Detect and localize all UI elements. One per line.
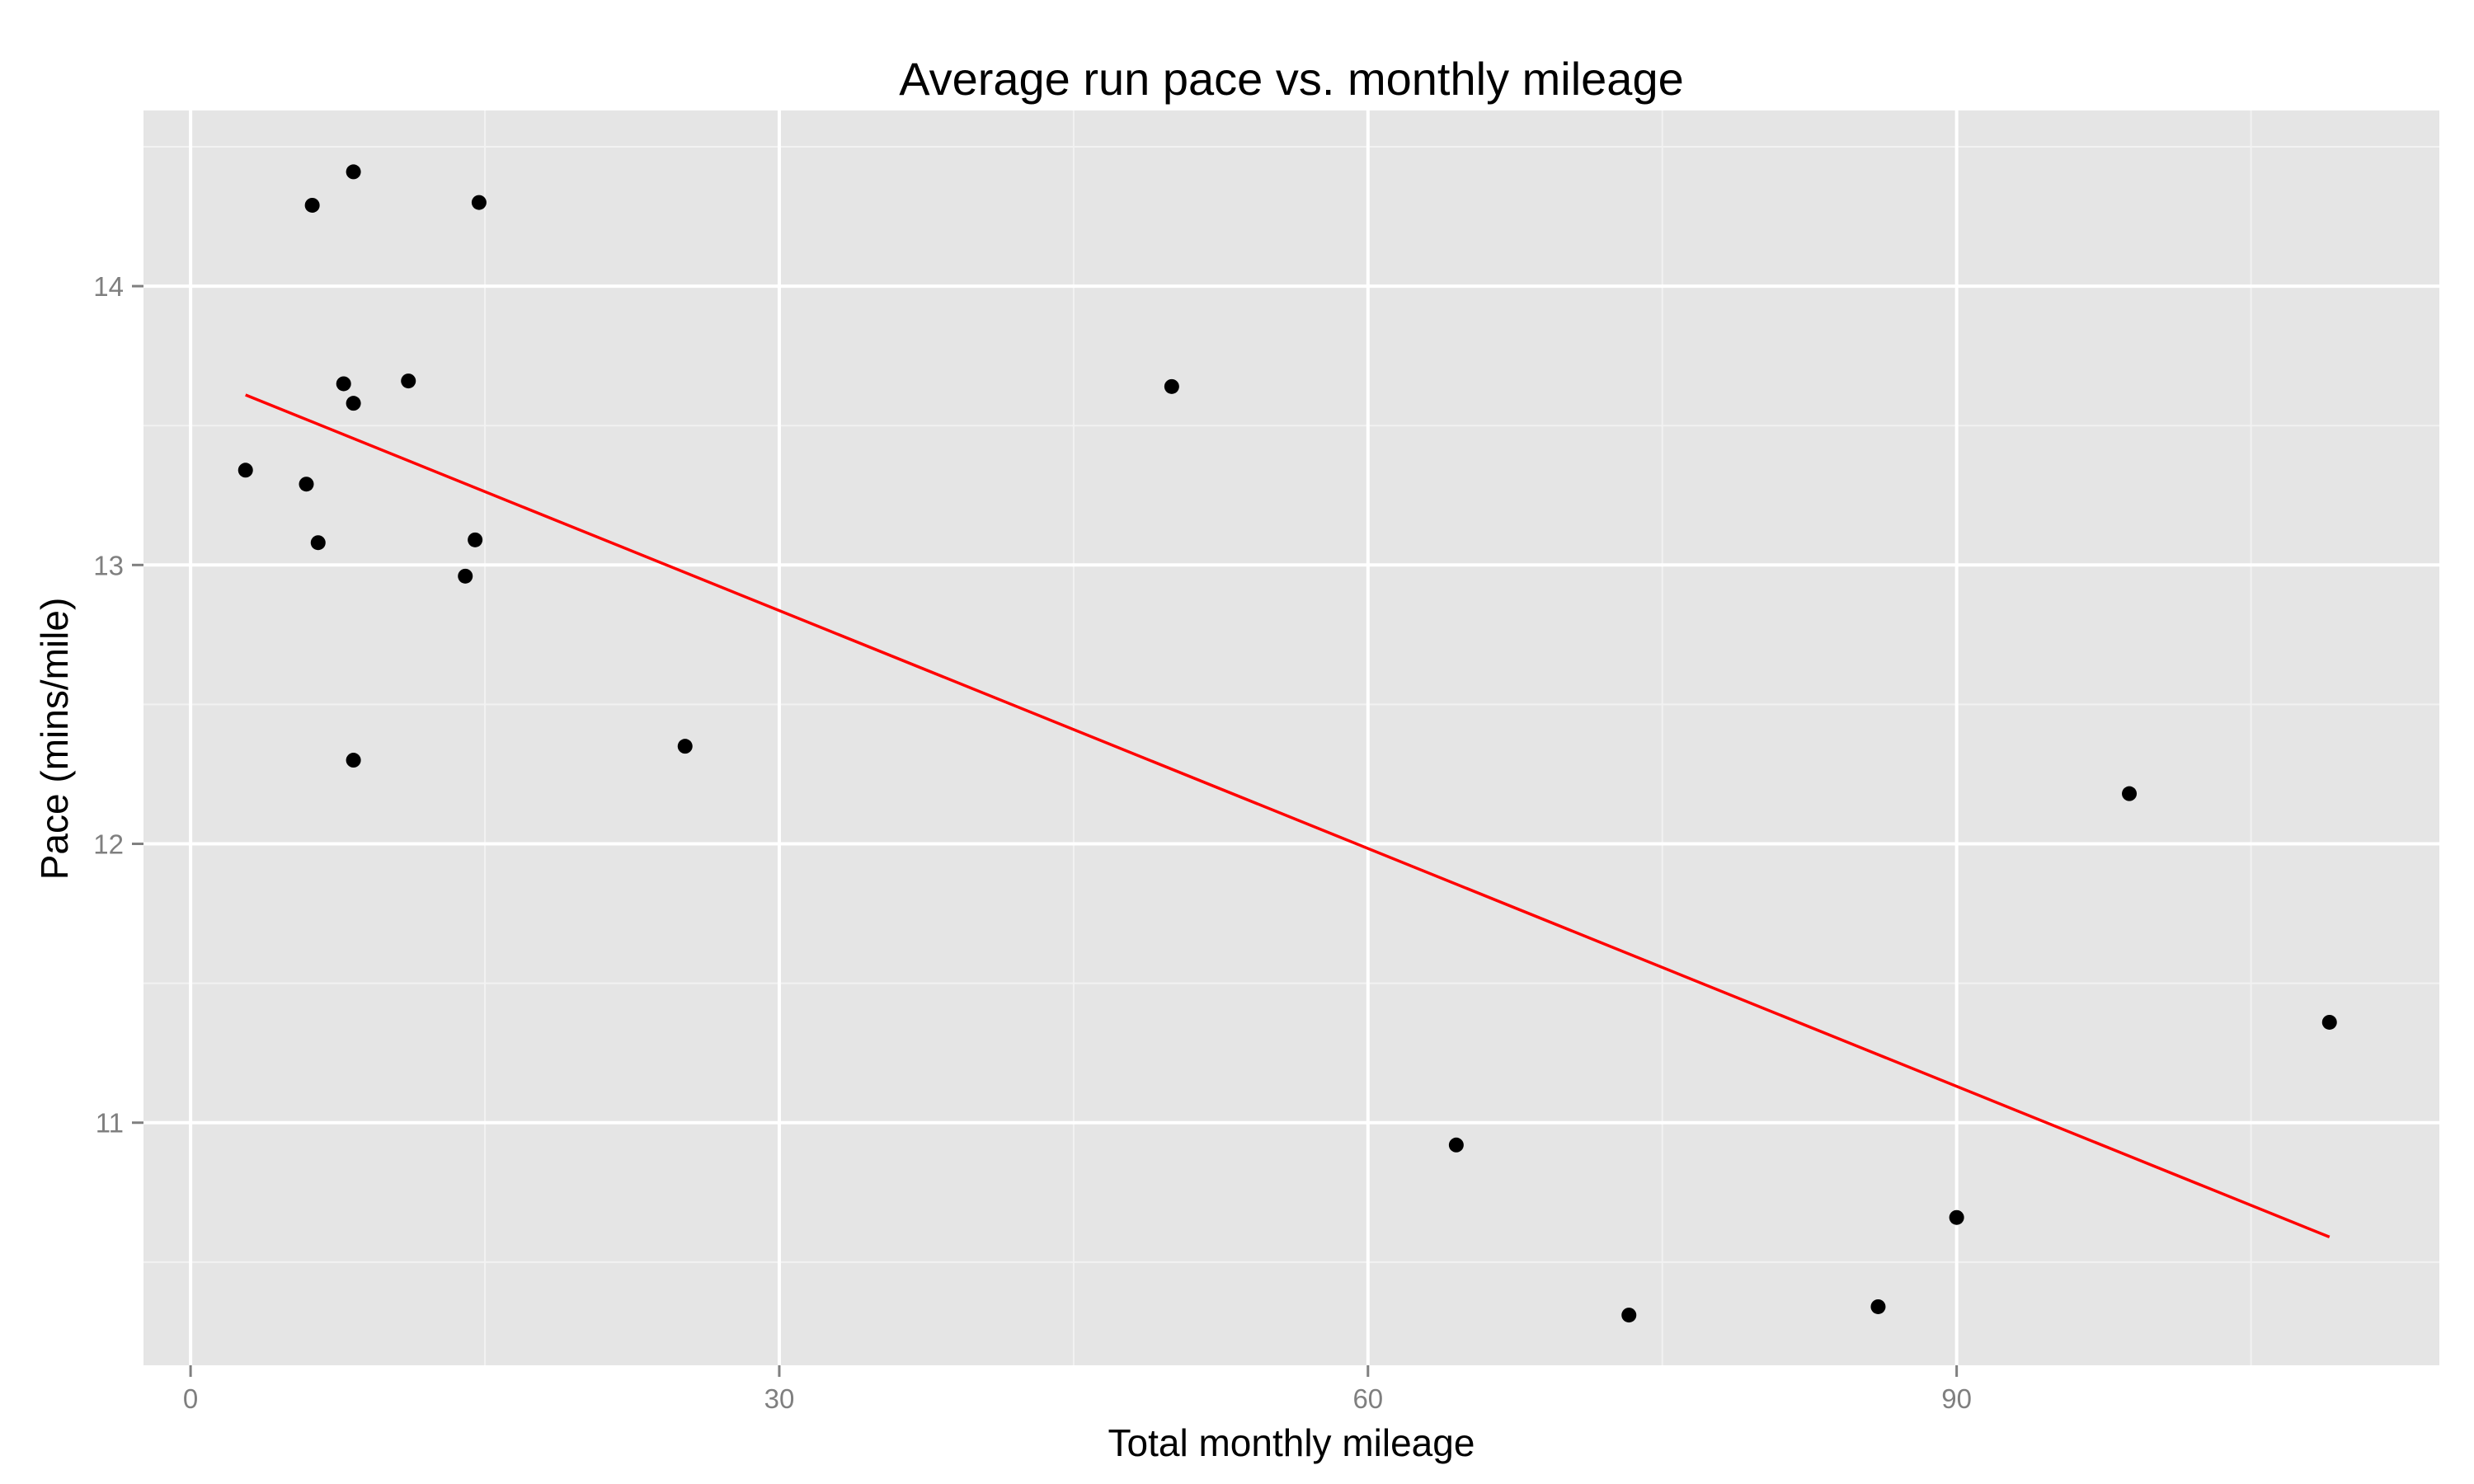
trend-line: [245, 393, 2331, 1239]
points-layer: [238, 164, 2337, 1323]
y-tick-label: 13: [93, 550, 124, 580]
data-point: [2321, 1014, 2337, 1030]
data-point: [336, 376, 351, 392]
data-point: [346, 753, 361, 768]
data-point: [458, 568, 473, 584]
x-axis-title: Total monthly mileage: [1108, 1421, 1475, 1464]
x-tick-label: 30: [764, 1383, 795, 1414]
x-tick-label: 0: [183, 1383, 198, 1414]
data-point: [1621, 1308, 1637, 1323]
y-axis-title: Pace (mins/mile): [33, 598, 76, 881]
x-tick-label: 60: [1352, 1383, 1383, 1414]
y-tick-label: 12: [93, 829, 124, 860]
data-point: [471, 195, 487, 210]
data-point: [1164, 378, 1179, 394]
chart-title: Average run pace vs. monthly mileage: [899, 53, 1683, 105]
data-point: [310, 535, 326, 551]
data-point: [299, 477, 314, 492]
y-tick-label: 11: [96, 1108, 124, 1139]
data-point: [346, 396, 361, 411]
data-point: [2122, 786, 2138, 801]
data-point: [468, 532, 483, 547]
axes-layer: 0 30 60 90 11 12 13 14: [93, 271, 1972, 1414]
data-point: [304, 197, 320, 213]
data-point: [677, 739, 693, 754]
data-point: [1870, 1298, 1886, 1314]
x-tick-label: 90: [1941, 1383, 1972, 1414]
plot-panel: [143, 110, 2439, 1365]
data-point: [401, 373, 416, 389]
grid-layer: [143, 110, 2439, 1365]
data-point: [1949, 1209, 1964, 1225]
data-point: [346, 164, 361, 180]
y-tick-label: 14: [93, 271, 124, 302]
data-point: [238, 463, 253, 478]
data-point: [1448, 1137, 1464, 1153]
